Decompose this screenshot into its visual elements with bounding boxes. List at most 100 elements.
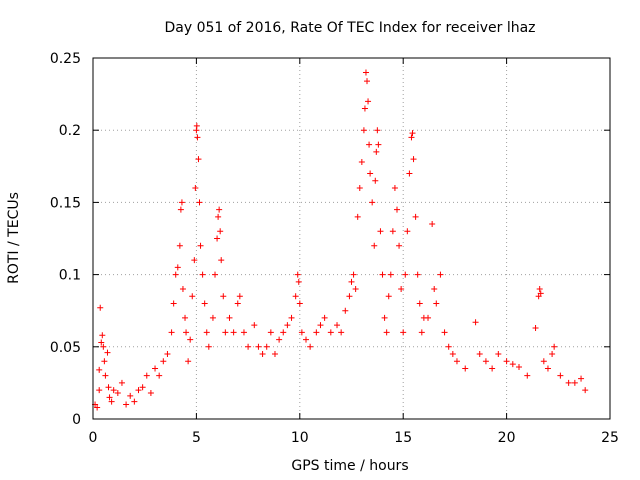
data-point: [216, 206, 223, 213]
data-point: [327, 329, 334, 336]
data-point: [177, 206, 184, 213]
data-point: [362, 69, 369, 76]
data-point: [108, 398, 115, 405]
data-point: [495, 351, 502, 358]
data-point: [101, 358, 108, 365]
y-axis-label: ROTI / TECUs: [6, 192, 22, 284]
data-point: [196, 199, 203, 206]
data-point: [189, 293, 196, 300]
data-point: [240, 329, 247, 336]
data-point: [294, 271, 301, 278]
y-tick-label: 0.2: [59, 123, 81, 139]
x-tick-label: 25: [601, 430, 619, 446]
data-point: [377, 228, 384, 235]
data-point: [209, 314, 216, 321]
data-point: [462, 365, 469, 372]
data-point: [100, 343, 107, 350]
data-point: [369, 199, 376, 206]
plot-frame: [92, 57, 611, 420]
data-point: [114, 390, 121, 397]
data-point: [472, 319, 479, 326]
data-point: [215, 213, 222, 220]
data-point: [94, 404, 101, 411]
data-point: [406, 170, 413, 177]
data-point: [431, 286, 438, 293]
grid: [93, 58, 610, 419]
data-point: [131, 398, 138, 405]
data-point: [412, 213, 419, 220]
data-point: [441, 329, 448, 336]
data-point: [416, 300, 423, 307]
data-point: [571, 379, 578, 386]
data-point: [217, 228, 224, 235]
data-point: [263, 343, 270, 350]
data-point: [313, 329, 320, 336]
data-point: [164, 351, 171, 358]
data-point: [152, 365, 159, 372]
data-point: [317, 322, 324, 329]
data-point: [321, 314, 328, 321]
data-point: [295, 278, 302, 285]
data-point: [540, 358, 547, 365]
data-point: [214, 235, 221, 242]
data-point: [476, 351, 483, 358]
data-point: [544, 365, 551, 372]
data-point: [226, 314, 233, 321]
data-point: [361, 105, 368, 112]
data-point: [383, 329, 390, 336]
data-point: [191, 257, 198, 264]
data-point: [127, 392, 134, 399]
data-point: [170, 300, 177, 307]
data-point: [245, 343, 252, 350]
data-point: [123, 401, 130, 408]
data-point: [160, 358, 167, 365]
y-tick-label: 0.15: [50, 195, 81, 211]
data-point: [195, 156, 202, 163]
data-point: [251, 322, 258, 329]
data-point: [367, 170, 374, 177]
data-point: [433, 300, 440, 307]
data-point: [482, 358, 489, 365]
data-point: [98, 339, 105, 346]
data-point: [212, 271, 219, 278]
data-point: [445, 343, 452, 350]
data-point: [489, 365, 496, 372]
data-point: [194, 134, 201, 141]
data-point: [350, 271, 357, 278]
data-points: [92, 69, 589, 411]
data-point: [396, 242, 403, 249]
data-point: [276, 336, 283, 343]
y-tick-label: 0.25: [50, 51, 81, 67]
data-point: [409, 130, 416, 137]
data-point: [236, 293, 243, 300]
data-point: [187, 336, 194, 343]
data-point: [234, 300, 241, 307]
data-point: [267, 329, 274, 336]
data-point: [105, 384, 112, 391]
data-point: [284, 322, 291, 329]
x-tick-label: 15: [394, 430, 412, 446]
data-point: [193, 122, 200, 129]
data-point: [197, 242, 204, 249]
data-point: [551, 343, 558, 350]
data-point: [102, 372, 109, 379]
data-point: [135, 387, 142, 394]
data-point: [360, 127, 367, 134]
data-point: [582, 387, 589, 394]
data-point: [393, 206, 400, 213]
data-point: [391, 184, 398, 191]
data-point: [536, 286, 543, 293]
data-point: [156, 372, 163, 379]
data-point: [218, 257, 225, 264]
data-point: [147, 390, 154, 397]
data-point: [174, 264, 181, 271]
x-tick-label: 5: [192, 430, 201, 446]
data-point: [375, 141, 382, 148]
data-point: [99, 332, 106, 339]
data-point: [168, 329, 175, 336]
data-point: [96, 366, 103, 373]
data-point: [364, 78, 371, 85]
data-point: [385, 293, 392, 300]
data-point: [565, 379, 572, 386]
